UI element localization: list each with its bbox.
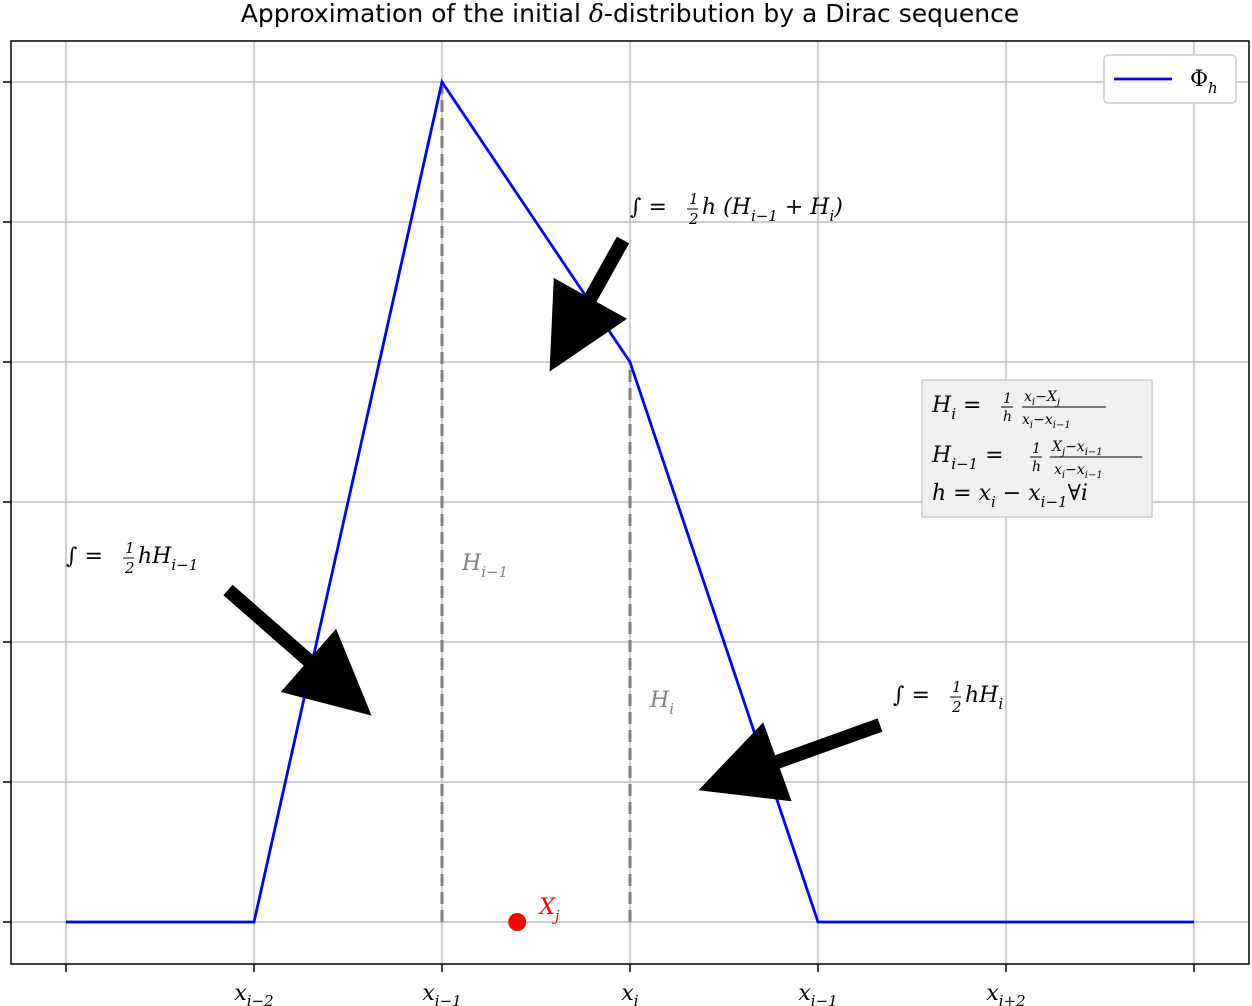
svg-text:Hi−1 =: Hi−1 = bbox=[931, 443, 1004, 473]
dashed-lines bbox=[440, 82, 632, 922]
arrow-left bbox=[223, 584, 372, 716]
x-tick-labels: xi−2 xi−1 xi xi−1 xi+2 bbox=[234, 981, 1025, 1006]
svg-text:∫ =: ∫ = bbox=[66, 544, 103, 569]
svg-text:1: 1 bbox=[689, 190, 699, 208]
legend: Φh bbox=[1103, 54, 1237, 104]
arrow-right bbox=[698, 718, 883, 802]
svg-text:hHi−1: hHi−1 bbox=[138, 544, 198, 574]
svg-text:h (Hi−1 + Hi): h (Hi−1 + Hi) bbox=[702, 195, 843, 225]
arrow-top bbox=[549, 236, 630, 372]
svg-text:1: 1 bbox=[1003, 391, 1012, 407]
svg-text:2: 2 bbox=[124, 559, 135, 577]
title-part-2: -distribution by a Dirac sequence bbox=[604, 0, 1019, 28]
label-h-i: Hi bbox=[649, 688, 674, 718]
title-delta: δ bbox=[589, 0, 604, 28]
marker-point-xj bbox=[508, 913, 527, 931]
svg-text:1: 1 bbox=[952, 678, 962, 696]
annotation-right: ∫ = 1 2 hHi bbox=[893, 678, 1003, 716]
svg-text:2: 2 bbox=[688, 210, 699, 228]
x-tick-label: xi−2 bbox=[234, 981, 273, 1006]
svg-text:∫ =: ∫ = bbox=[630, 195, 667, 220]
svg-text:2: 2 bbox=[951, 698, 962, 716]
x-tick-label: xi bbox=[621, 981, 638, 1006]
annotation-left: ∫ = 1 2 hHi−1 bbox=[66, 539, 198, 577]
svg-text:hHi: hHi bbox=[965, 683, 1003, 713]
svg-text:1: 1 bbox=[125, 539, 135, 557]
x-tick-label: xi−1 bbox=[422, 981, 461, 1006]
plot-frame bbox=[10, 40, 1250, 965]
marker-label-xj: Xj bbox=[537, 895, 560, 925]
svg-text:∫ =: ∫ = bbox=[893, 683, 930, 708]
svg-text:h: h bbox=[1032, 459, 1041, 475]
x-tick-label: xi+2 bbox=[986, 981, 1025, 1006]
formula-box: Hi = 1 h xi−Xj xi−xi−1 Hi−1 = 1 h Xj−xi−… bbox=[921, 379, 1153, 518]
label-h-i-minus-1: Hi−1 bbox=[461, 551, 508, 581]
x-tick-label: xi−1 bbox=[798, 981, 837, 1006]
svg-text:1: 1 bbox=[1032, 441, 1041, 457]
chart-title: Approximation of the initial δ-distribut… bbox=[241, 0, 1019, 28]
series-phi-h-line bbox=[66, 78, 1194, 924]
axis-ticks bbox=[3, 81, 1195, 972]
svg-text:h: h bbox=[1003, 409, 1012, 425]
title-part-1: Approximation of the initial bbox=[241, 0, 589, 28]
